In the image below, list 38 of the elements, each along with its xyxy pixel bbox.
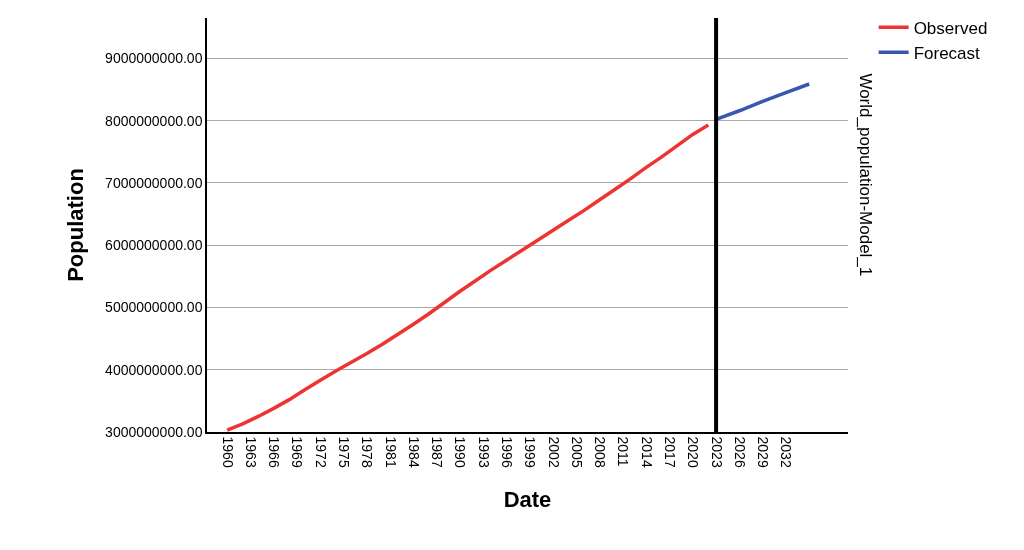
x-tick-label: 1966 (266, 436, 283, 468)
x-tick-label: 1975 (336, 436, 353, 468)
y-tick-label: 9000000000.00 (105, 50, 203, 67)
x-tick-label: 2017 (661, 436, 678, 468)
x-tick-label: 2005 (568, 436, 585, 468)
x-tick-label: 2008 (592, 436, 609, 468)
x-tick-label: 2026 (731, 436, 748, 468)
x-tick-label: 1972 (312, 436, 329, 468)
x-axis-title: Date (503, 487, 552, 513)
x-tick-label: 1981 (382, 436, 399, 468)
y-tick-label: 3000000000.00 (105, 423, 203, 440)
x-tick-label: 2014 (638, 436, 655, 468)
y-axis-title: Population (63, 168, 89, 282)
y-tick-label: 6000000000.00 (105, 237, 203, 254)
x-tick-label: 2020 (685, 436, 702, 468)
x-tick-label: 1999 (522, 436, 539, 468)
x-tick-label: 2032 (778, 436, 795, 468)
legend-label: Observed (913, 18, 988, 38)
x-tick-label: 2023 (708, 436, 725, 468)
y-tick-label: 5000000000.00 (105, 299, 203, 316)
y-tick-label: 7000000000.00 (105, 174, 203, 191)
x-tick-label: 1978 (359, 436, 376, 468)
x-tick-label: 1963 (242, 436, 259, 468)
x-tick-label: 2029 (755, 436, 772, 468)
y-tick-label: 4000000000.00 (105, 361, 203, 378)
x-tick-label: 1987 (429, 436, 446, 468)
x-tick-label: 1996 (499, 436, 515, 468)
x-tick-label: 2002 (545, 436, 562, 468)
line-series (225, 123, 711, 432)
x-tick-label: 1969 (289, 436, 306, 468)
x-tick-label: 1993 (475, 436, 492, 468)
x-tick-label: 1960 (219, 436, 236, 468)
x-tick-label: 2011 (615, 436, 632, 467)
text: World_population-Model_1 (856, 73, 876, 277)
y-tick-label: 8000000000.00 (105, 112, 203, 129)
legend-label: Forecast (913, 44, 981, 63)
x-tick-label: 1984 (405, 436, 422, 468)
x-tick-label: 1990 (452, 436, 469, 468)
